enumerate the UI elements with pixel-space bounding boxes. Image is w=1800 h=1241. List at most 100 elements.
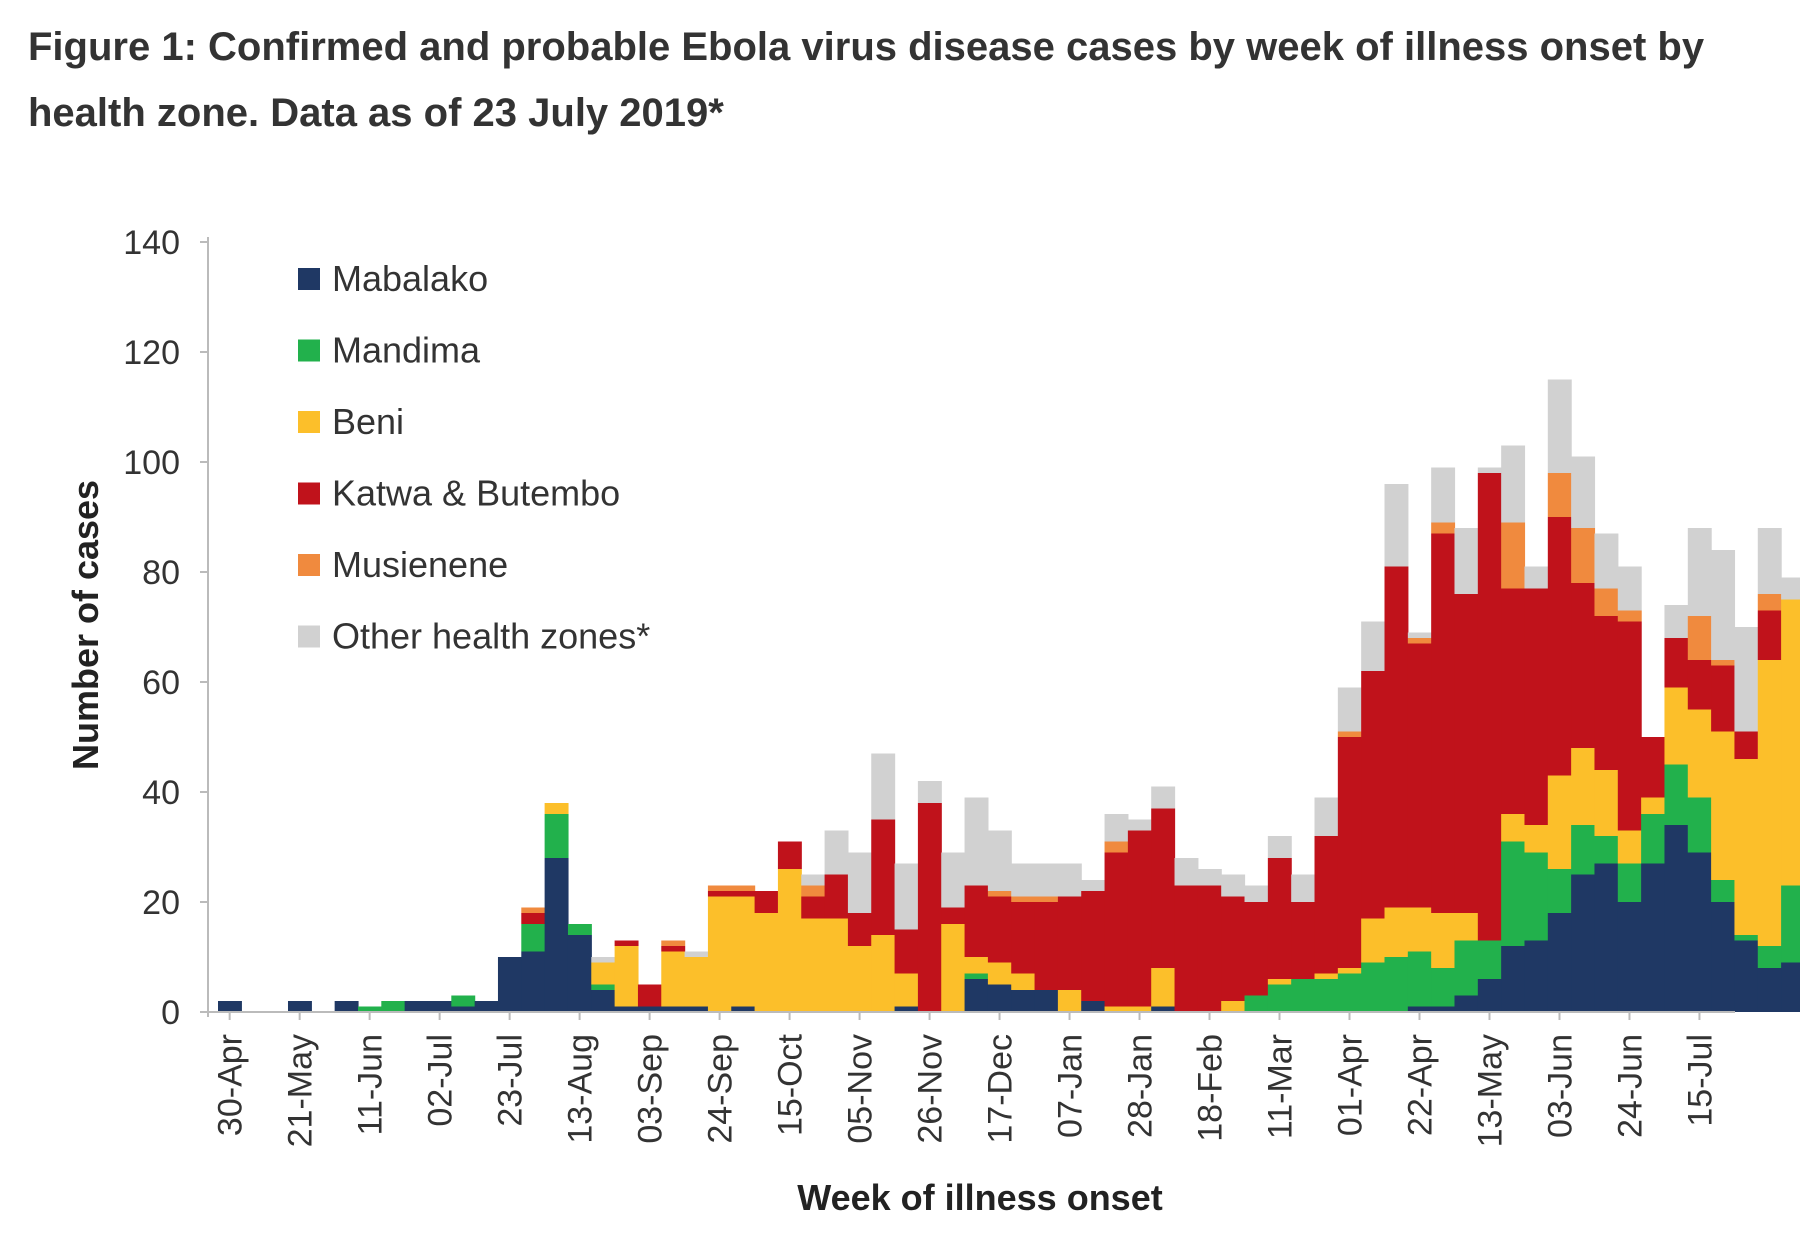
bar-segment-katwa-butembo-week-54 [1454,594,1479,913]
bar-segment-other-health-zones-week-65 [1711,550,1736,660]
x-tick-label: 17-Dec [982,1034,1020,1144]
bar-segment-other-health-zones-week-38 [1081,880,1106,891]
bar-segment-katwa-butembo-week-45 [1244,902,1269,996]
bar-segment-katwa-butembo-week-26 [801,896,826,919]
bar-segment-beni-week-40 [1127,1006,1152,1012]
legend-swatch-beni [298,411,320,433]
bar-segment-mandima-week-68 [1781,885,1800,963]
bar-segment-katwa-butembo-week-59 [1571,583,1596,748]
bar-segment-katwa-butembo-week-32 [941,907,966,924]
bar-segment-beni-week-35 [1011,973,1036,990]
bar-segment-beni-week-17 [591,962,616,985]
bar-segment-mabalako-week-66 [1734,940,1759,1012]
bar-segment-katwa-butembo-week-36 [1034,902,1059,990]
bar-segment-katwa-butembo-week-14 [521,913,546,924]
bar-segment-katwa-butembo-week-28 [847,913,872,946]
bar-segment-beni-week-18 [614,946,639,1007]
bar-segment-beni-week-51 [1384,907,1409,957]
bar-segment-mabalako-week-9 [404,1001,429,1012]
bar-segment-other-health-zones-week-49 [1337,687,1362,732]
bar-segment-mabalako-week-23 [731,1006,756,1012]
bar-segment-beni-week-21 [684,957,709,1007]
y-tick-label: 140 [123,224,180,262]
bar-segment-other-health-zones-week-37 [1057,863,1082,897]
bar-segment-beni-week-23 [731,896,756,1007]
bar-segment-mandima-week-45 [1244,995,1269,1012]
bar-segment-other-health-zones-week-44 [1221,874,1246,897]
bar-segment-mabalako-week-17 [591,990,616,1012]
bar-segment-other-health-zones-week-17 [591,957,616,963]
bar-segment-mandima-week-50 [1361,962,1386,1012]
x-tick-label: 30-Apr [212,1034,250,1136]
bar-segment-katwa-butembo-week-57 [1524,588,1549,825]
bar-segment-other-health-zones-week-53 [1431,467,1456,523]
bar-segment-mandima-week-59 [1571,825,1596,875]
x-tick-label: 18-Feb [1192,1034,1230,1142]
bar-segment-other-health-zones-week-51 [1384,484,1409,567]
legend-label-mabalako: Mabalako [332,258,488,299]
x-tick-label: 02-Jul [422,1034,460,1127]
bar-segment-katwa-butembo-week-61 [1617,621,1642,831]
bar-segment-other-health-zones-week-35 [1011,863,1036,897]
bar-segment-mandima-week-56 [1501,841,1526,946]
bar-segment-mandima-week-55 [1477,940,1502,979]
bar-segment-katwa-butembo-week-58 [1547,517,1572,776]
bar-segment-other-health-zones-week-42 [1174,858,1199,886]
legend-swatch-other-health-zones [298,625,320,648]
bar-segment-katwa-butembo-week-33 [964,885,989,957]
bar-segment-other-health-zones-week-40 [1127,819,1152,831]
bar-segment-other-health-zones-week-52 [1407,632,1432,638]
bar-segment-mabalako-week-16 [567,935,592,1012]
bar-segment-katwa-butembo-week-64 [1687,660,1712,710]
bar-layer [218,379,1800,1012]
bar-segment-katwa-butembo-week-65 [1711,665,1736,732]
bar-segment-mabalako-week-21 [684,1006,709,1012]
legend-label-other-health-zones: Other health zones* [332,616,650,657]
bar-segment-beni-week-20 [661,951,686,1007]
bar-segment-beni-week-60 [1594,770,1619,836]
x-tick-layer: 30-Apr 21-May 11-Jun 02-Jul 23-Jul 13-Aug 03-S… [212,1012,1720,1147]
bar-segment-other-health-zones-week-54 [1454,528,1479,594]
bar-segment-mandima-week-53 [1431,968,1456,1007]
bar-segment-musienene-week-56 [1501,522,1526,589]
axes-layer [207,237,1735,1017]
figure-title: Figure 1: Confirmed and probable Ebola v… [28,25,1705,135]
bar-segment-other-health-zones-week-66 [1734,627,1759,732]
bar-segment-musienene-week-34 [987,891,1012,897]
bar-segment-other-health-zones-week-29 [871,753,896,820]
bar-segment-mabalako-week-34 [987,984,1012,1012]
bar-segment-mabalako-week-30 [894,1006,919,1012]
bar-segment-mandima-week-61 [1617,863,1642,902]
bar-segment-musienene-week-14 [521,907,546,913]
bar-segment-other-health-zones-week-68 [1781,577,1800,600]
bar-segment-mabalako-week-58 [1547,913,1572,1012]
bar-segment-katwa-butembo-week-49 [1337,737,1362,968]
bar-segment-katwa-butembo-week-35 [1011,902,1036,974]
bar-segment-katwa-butembo-week-62 [1641,737,1666,798]
bar-segment-beni-week-66 [1734,759,1759,935]
bar-segment-mandima-week-47 [1291,979,1316,1012]
x-axis-title: Week of illness onset [797,1177,1162,1218]
bar-segment-katwa-butembo-week-60 [1594,616,1619,770]
legend-swatch-mabalako [298,268,320,290]
bar-segment-mabalako-week-1 [218,1001,242,1012]
bar-segment-beni-week-67 [1757,660,1782,946]
bar-segment-mabalako-week-55 [1477,979,1502,1012]
bar-segment-katwa-butembo-week-38 [1081,891,1106,1001]
bar-segment-mabalako-week-10 [427,1001,452,1012]
bar-segment-katwa-butembo-week-46 [1267,858,1292,979]
bar-segment-katwa-butembo-week-37 [1057,896,1082,990]
legend-swatch-musienene [298,554,320,576]
bar-segment-other-health-zones-week-57 [1524,566,1549,589]
bar-segment-katwa-butembo-week-56 [1501,588,1526,814]
bar-segment-other-health-zones-week-50 [1361,621,1386,671]
bar-segment-katwa-butembo-week-63 [1664,638,1689,688]
bar-segment-beni-week-65 [1711,731,1736,880]
bar-segment-mabalako-week-4 [287,1001,312,1012]
bar-segment-katwa-butembo-week-41 [1151,808,1176,968]
bar-segment-katwa-butembo-week-19 [637,984,662,1007]
bar-segment-mabalako-week-60 [1594,863,1619,1012]
x-tick-label: 21-May [282,1034,320,1147]
bar-segment-mabalako-week-52 [1407,1006,1432,1012]
bar-segment-mandima-week-49 [1337,973,1362,1012]
